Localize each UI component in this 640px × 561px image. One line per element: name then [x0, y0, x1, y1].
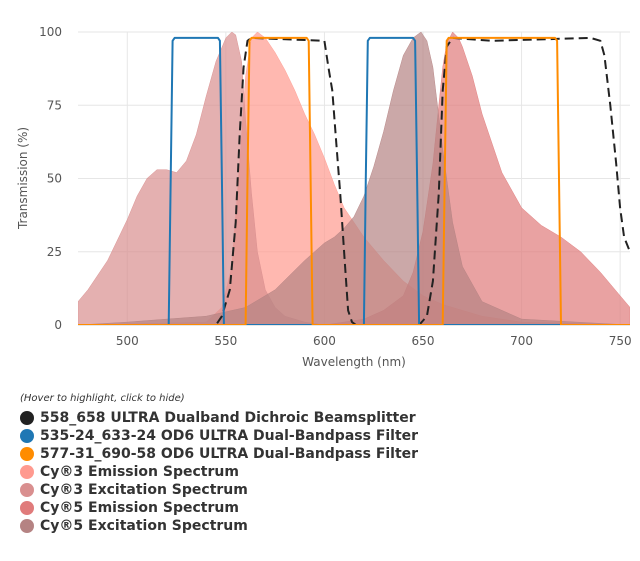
line-577-31-690-58-od6-ultra-dual-bandpass-filter[interactable] — [78, 36, 630, 325]
legend-item-cy-5-emission-spectrum[interactable]: Cy®5 Emission Spectrum — [20, 499, 418, 517]
y-tick-label: 50 — [47, 172, 62, 186]
x-tick-label: 500 — [116, 334, 139, 348]
legend-label: 558_658 ULTRA Dualband Dichroic Beamspli… — [40, 410, 416, 426]
legend-swatch — [20, 465, 34, 479]
line-558-658-ultra-dualband-dichroic-beamsplitter[interactable] — [78, 36, 630, 325]
x-tick-label: 750 — [609, 334, 632, 348]
legend-hint: (Hover to highlight, click to hide) — [20, 393, 185, 404]
line-535-24-633-24-od6-ultra-dual-bandpass-filter[interactable] — [78, 36, 630, 325]
x-tick-label: 650 — [412, 334, 435, 348]
x-tick-label: 700 — [510, 334, 533, 348]
y-tick-label: 0 — [54, 318, 62, 332]
legend-item-cy-3-excitation-spectrum[interactable]: Cy®3 Excitation Spectrum — [20, 481, 418, 499]
legend-label: Cy®5 Emission Spectrum — [40, 500, 239, 516]
spectra-chart: 500 550 600 650 700 750 0 25 50 75 100 Wavelength… — [16, 25, 632, 369]
legend-items: 558_658 ULTRA Dualband Dichroic Beamspli… — [20, 409, 418, 535]
legend-item-cy-3-emission-spectrum[interactable]: Cy®3 Emission Spectrum — [20, 463, 418, 481]
x-tick-label: 600 — [313, 334, 336, 348]
y-axis-label: Transmission (%) — [16, 127, 30, 230]
x-axis-ticks: 500 550 600 650 700 750 — [116, 334, 632, 348]
legend-swatch — [20, 501, 34, 515]
legend-item-535-24-633-24-od6-ultra-dual-bandpass-filter[interactable]: 535-24_633-24 OD6 ULTRA Dual-Bandpass Fi… — [20, 427, 418, 445]
legend-swatch — [20, 519, 34, 533]
legend-label: Cy®3 Emission Spectrum — [40, 464, 239, 480]
legend-item-cy-5-excitation-spectrum[interactable]: Cy®5 Excitation Spectrum — [20, 517, 418, 535]
legend-label: 535-24_633-24 OD6 ULTRA Dual-Bandpass Fi… — [40, 428, 419, 444]
area-series — [78, 32, 630, 325]
legend-swatch — [20, 429, 34, 443]
legend-swatch — [20, 447, 34, 461]
legend: (Hover to highlight, click to hide) 558_… — [20, 393, 418, 535]
x-tick-label: 550 — [214, 334, 237, 348]
legend-item-558-658-ultra-dualband-dichroic-beamsplitter[interactable]: 558_658 ULTRA Dualband Dichroic Beamspli… — [20, 409, 418, 427]
y-axis-ticks: 0 25 50 75 100 — [39, 25, 62, 332]
legend-label: Cy®5 Excitation Spectrum — [40, 518, 248, 534]
legend-label: 577-31_690-58 OD6 ULTRA Dual-Bandpass Fi… — [40, 446, 419, 462]
legend-swatch — [20, 483, 34, 497]
legend-label: Cy®3 Excitation Spectrum — [40, 482, 248, 498]
x-axis-label: Wavelength (nm) — [302, 355, 406, 369]
y-tick-label: 75 — [47, 98, 62, 112]
y-tick-label: 100 — [39, 25, 62, 39]
legend-item-577-31-690-58-od6-ultra-dual-bandpass-filter[interactable]: 577-31_690-58 OD6 ULTRA Dual-Bandpass Fi… — [20, 445, 418, 463]
area-cy-5-excitation-spectrum[interactable] — [78, 32, 630, 325]
legend-swatch — [20, 411, 34, 425]
y-tick-label: 25 — [47, 245, 62, 259]
line-series — [78, 36, 630, 325]
